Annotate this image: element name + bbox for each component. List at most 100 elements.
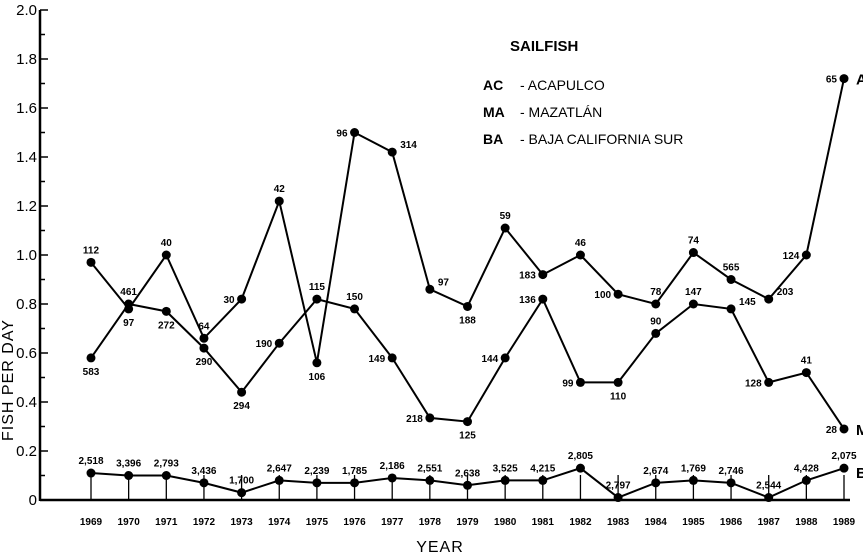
data-label: 272 <box>158 320 175 331</box>
data-point <box>274 475 284 485</box>
data-point <box>274 338 284 348</box>
data-point <box>688 475 698 485</box>
data-point <box>237 488 247 498</box>
data-label: 99 <box>562 378 574 389</box>
data-point <box>274 196 284 206</box>
x-tick-label: 1977 <box>381 517 404 528</box>
data-label: 1,700 <box>229 476 254 487</box>
data-label: 2,638 <box>455 468 480 479</box>
data-point <box>726 304 736 314</box>
data-point <box>124 471 134 480</box>
series-ba: 2,518 3,396 2,793 3,436 1,700 2,647 2,239 1,785… <box>78 451 863 503</box>
data-point <box>387 473 397 483</box>
data-point <box>651 478 661 488</box>
y-tick-label: 0.8 <box>16 296 37 313</box>
data-label: 294 <box>233 401 250 412</box>
data-point <box>199 333 209 343</box>
data-label: 583 <box>83 367 100 378</box>
data-label: 64 <box>198 321 210 332</box>
data-label: 2,793 <box>154 459 179 470</box>
data-label: 78 <box>650 287 662 298</box>
legend-name-ba: - BAJA CALIFORNIA SUR <box>520 131 683 147</box>
x-tick-label: 1982 <box>569 517 592 528</box>
data-label: 136 <box>519 295 536 306</box>
y-tick-label: 2.0 <box>16 2 37 19</box>
data-label: 110 <box>610 391 627 402</box>
data-label: 4,428 <box>794 463 819 474</box>
data-label: 124 <box>783 251 800 262</box>
legend-code-ac: AC <box>483 77 503 93</box>
data-label: 125 <box>459 431 476 442</box>
y-tick-label: 1.4 <box>16 149 37 166</box>
data-point <box>425 413 435 423</box>
series-end-label: MA <box>856 422 863 439</box>
x-tick-label: 1978 <box>419 517 442 528</box>
x-tick-label: 1989 <box>833 517 856 528</box>
x-axis-label: YEAR <box>416 539 464 556</box>
legend: SAILFISH AC - ACAPULCO MA - MAZATLÁN BA … <box>483 38 683 147</box>
x-tick-label: 1981 <box>532 517 555 528</box>
series-end-label: AC <box>856 72 863 89</box>
data-label: 106 <box>309 372 326 383</box>
data-label: 100 <box>594 290 611 301</box>
data-point <box>312 478 322 488</box>
y-tick-label: 1.8 <box>16 51 37 68</box>
data-label: 90 <box>650 316 662 327</box>
data-label: 115 <box>309 282 326 293</box>
data-point <box>500 475 510 485</box>
data-label: 3,436 <box>191 466 216 477</box>
data-label: 4,215 <box>530 463 555 474</box>
data-label: 59 <box>500 211 512 222</box>
x-tick-label: 1973 <box>230 517 253 528</box>
data-point <box>312 294 322 304</box>
data-point <box>425 284 435 294</box>
data-label: 2,239 <box>304 466 329 477</box>
data-point <box>575 377 585 387</box>
data-label: 203 <box>777 287 794 298</box>
data-label: 96 <box>336 129 348 140</box>
data-point <box>726 275 736 284</box>
y-tick-label: 0.2 <box>16 443 37 460</box>
data-point <box>86 353 96 363</box>
data-label: 41 <box>801 356 813 367</box>
data-point <box>350 128 360 137</box>
data-point <box>387 147 397 157</box>
y-tick-label: 0 <box>29 492 37 509</box>
data-point <box>387 353 397 363</box>
data-point <box>839 463 849 473</box>
data-point <box>801 475 811 485</box>
data-label: 2,674 <box>643 466 668 477</box>
data-point <box>161 471 171 480</box>
data-point <box>801 368 811 378</box>
data-label: 183 <box>519 271 536 282</box>
x-tick-label: 1988 <box>795 517 818 528</box>
data-label: 97 <box>123 318 135 329</box>
data-point <box>538 294 548 304</box>
data-point <box>199 343 209 353</box>
data-point <box>86 257 96 267</box>
legend-code-ma: MA <box>483 104 505 120</box>
data-point <box>764 493 774 503</box>
axes: 0 0.2 0.4 0.6 0.8 1.0 1.2 1.4 1.6 1.8 2.0 1969 1970 1… <box>16 2 855 528</box>
y-tick-label: 1.2 <box>16 198 37 215</box>
data-point <box>350 478 360 488</box>
data-point <box>764 294 774 304</box>
data-point <box>199 478 209 488</box>
x-tick-label: 1970 <box>118 517 141 528</box>
data-point <box>651 328 661 338</box>
data-label: 2,075 <box>831 451 856 462</box>
data-point <box>764 377 774 387</box>
data-point <box>350 304 360 314</box>
data-point <box>463 301 472 311</box>
series-end-label: BA <box>856 465 863 482</box>
data-label: 1,769 <box>681 463 706 474</box>
x-tick-label: 1974 <box>268 517 291 528</box>
data-label: 128 <box>745 378 762 389</box>
y-tick-label: 0.6 <box>16 345 37 362</box>
x-tick-label: 1972 <box>193 517 216 528</box>
data-label: 97 <box>438 277 450 288</box>
data-label: 565 <box>723 263 740 274</box>
data-point <box>839 424 849 434</box>
data-point <box>161 306 171 316</box>
data-label: 3,396 <box>116 459 141 470</box>
